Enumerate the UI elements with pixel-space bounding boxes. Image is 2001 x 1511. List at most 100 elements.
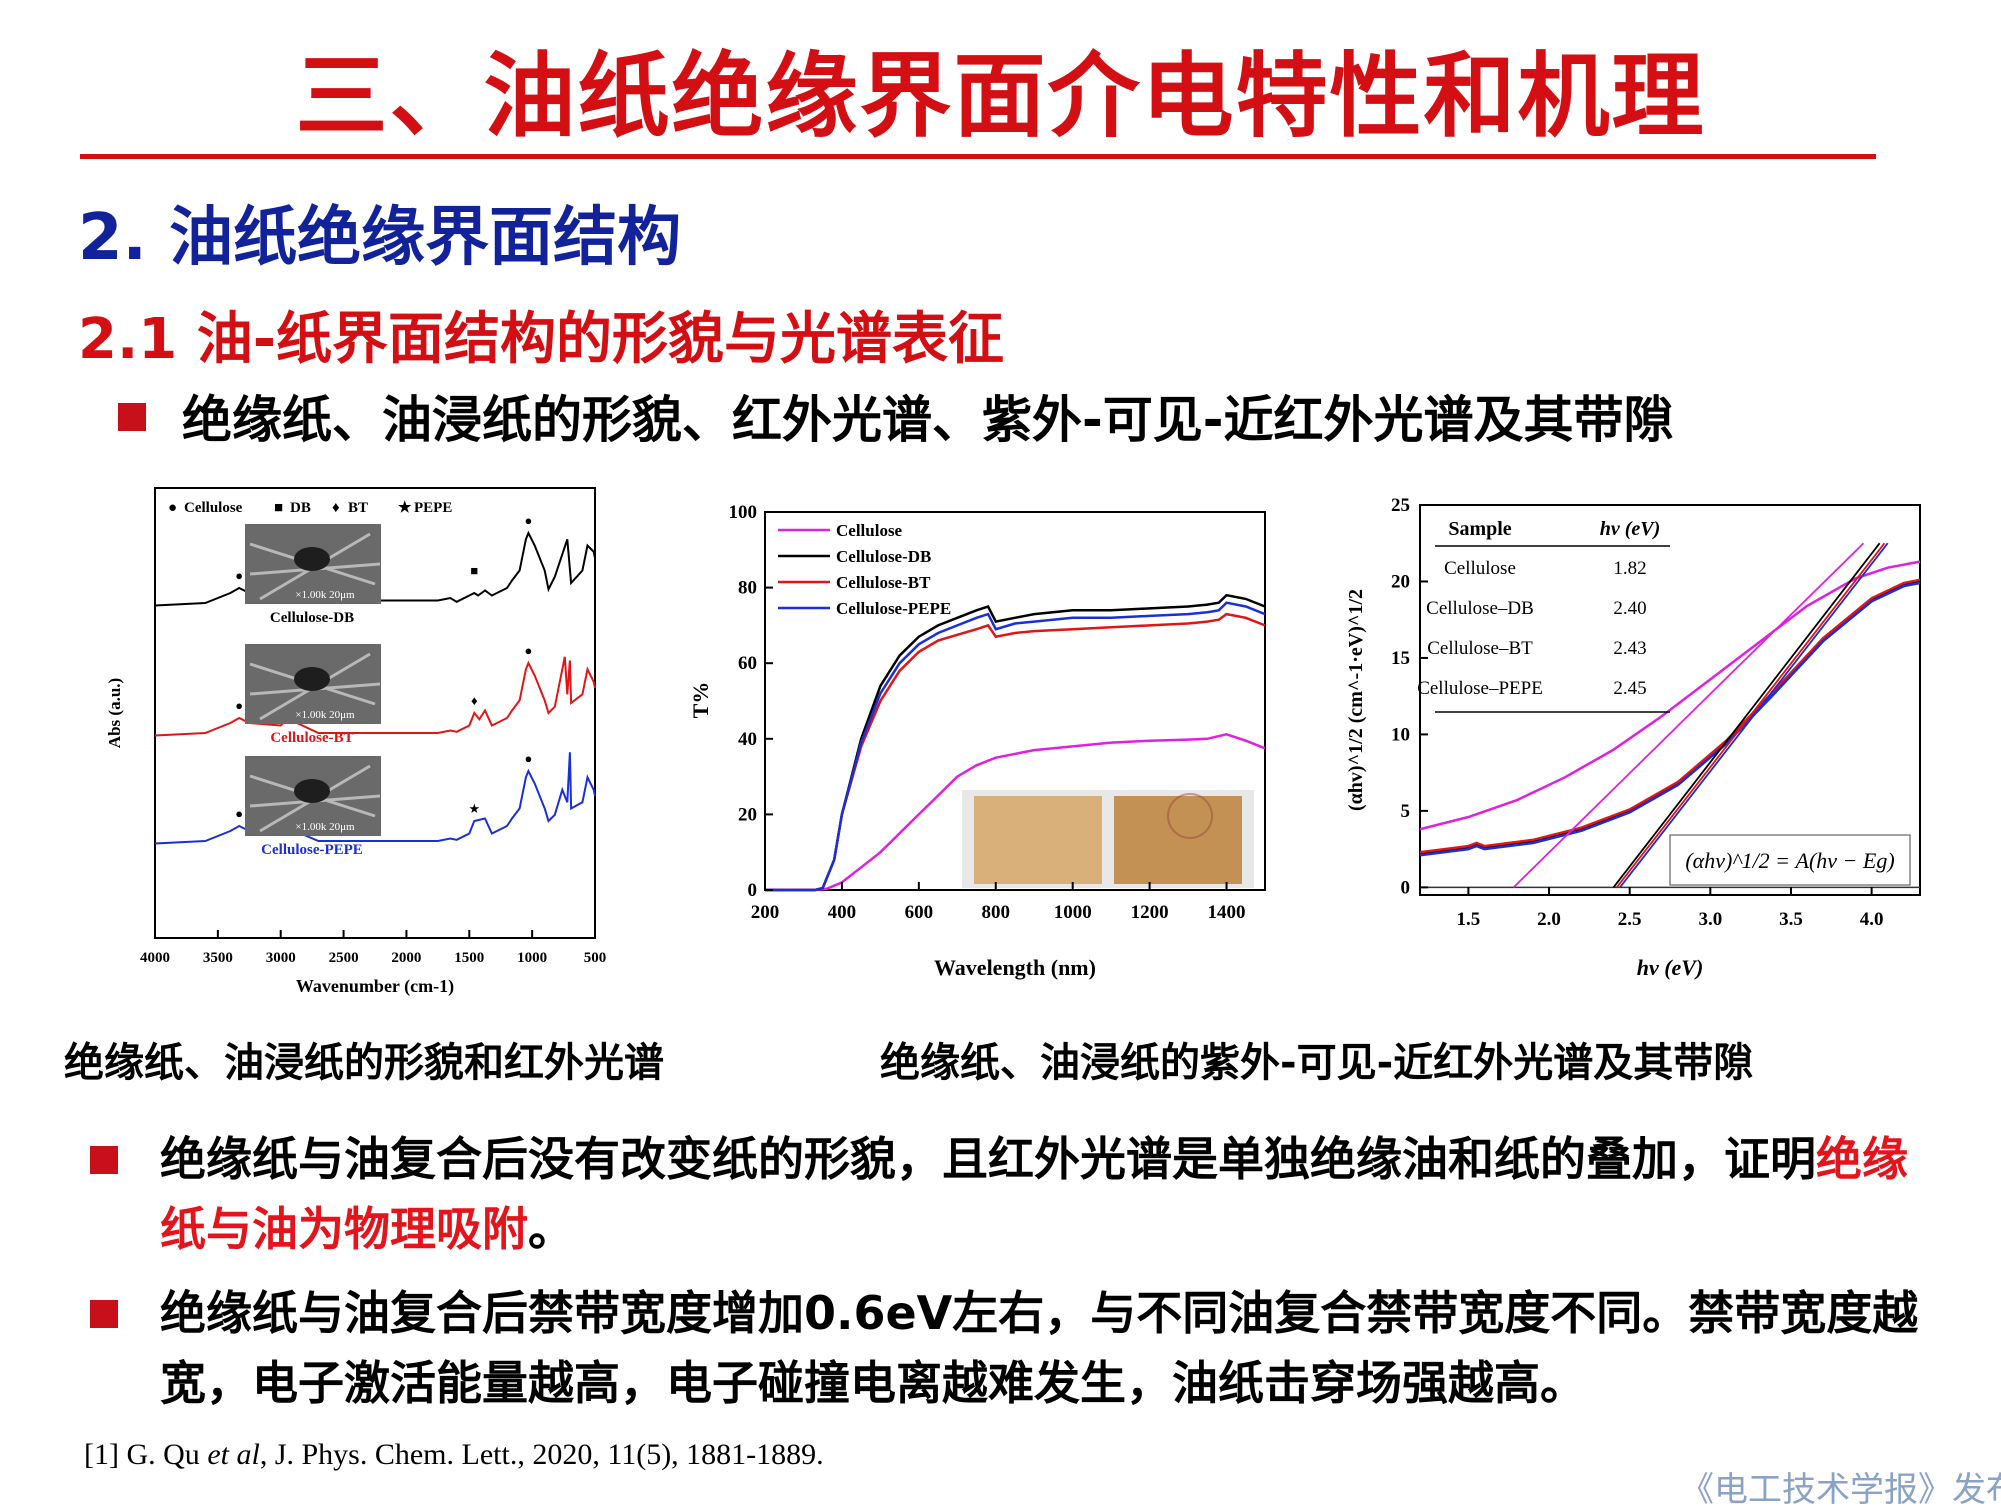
page-title: 三、油纸绝缘界面介电特性和机理: [295, 43, 1706, 150]
sem-scale-label: ×1.00k 20μm: [295, 821, 355, 833]
table-header: Sample: [1448, 518, 1511, 540]
ftir-xtick-label: 2500: [329, 950, 359, 966]
tauc-xtick-label: 2.0: [1537, 909, 1561, 930]
pore-feature: [294, 667, 330, 691]
oil-impregnated-paper-photo: [1114, 796, 1242, 884]
point-1-end: 。: [528, 1202, 574, 1256]
pore-feature: [294, 779, 330, 803]
ftir-peak-marker: ●: [524, 513, 532, 528]
ftir-legend-marker: ♦: [332, 500, 340, 516]
uv-legend-label: Cellulose-BT: [836, 573, 931, 592]
uv-legend-label: Cellulose: [836, 521, 903, 540]
topic-bullet: 绝缘纸、油浸纸的形貌、红外光谱、紫外-可见-近红外光谱及其带隙: [118, 380, 1674, 452]
tauc-xtick-label: 1.5: [1457, 909, 1481, 930]
reference-rest: , J. Phys. Chem. Lett., 2020, 11(5), 188…: [259, 1438, 824, 1471]
table-cell-value: 2.45: [1613, 678, 1646, 699]
ftir-xtick-label: 3000: [266, 950, 296, 966]
tauc-equation-box: [1669, 834, 1911, 886]
uv-ytick-label: 20: [738, 804, 757, 825]
pore-feature: [294, 547, 330, 571]
point-2-text: 绝缘纸与油复合后禁带宽度增加0.6eV左右，与不同油复合禁带宽度不同。禁带宽度越…: [160, 1286, 1919, 1410]
ftir-series-annotation: Cellulose-DB: [270, 610, 354, 626]
reference-prefix: [1] G. Qu: [84, 1438, 208, 1471]
uv-xtick-label: 200: [751, 902, 780, 923]
point-1-highlight: 绝缘纸与油为物理吸附: [160, 1132, 1908, 1256]
ftir-legend-label: DB: [290, 500, 311, 516]
uv-xtick-label: 1200: [1131, 902, 1169, 923]
uv-series-1: [765, 733, 1266, 892]
uv-xtick-label: 800: [982, 902, 1011, 923]
tauc-equation: (αhv)^1/2 = A(hv − Eg): [1685, 848, 1894, 873]
sem-scale-label: ×1.00k 20μm: [295, 589, 355, 601]
bullet-square-icon: [118, 403, 146, 431]
caption-left: 绝缘纸、油浸纸的形貌和红外光谱: [64, 1040, 664, 1086]
tauc-xtick-label: 2.5: [1618, 909, 1642, 930]
caption-right: 绝缘纸、油浸纸的紫外-可见-近红外光谱及其带隙: [880, 1040, 1754, 1086]
topic-bullet-text: 绝缘纸、油浸纸的形貌、红外光谱、紫外-可见-近红外光谱及其带隙: [182, 391, 1674, 449]
insulating-paper-photo: [974, 796, 1102, 884]
table-cell-sample: Cellulose–BT: [1427, 638, 1533, 659]
uv-xtick-label: 1000: [1054, 902, 1092, 923]
tauc-tangent-line: [1612, 542, 1881, 888]
paper-sample-photos: [962, 790, 1254, 888]
uv-legend-label: Cellulose-PEPE: [836, 599, 951, 618]
uv-ytick-label: 100: [729, 502, 758, 523]
sem-scale-label: ×1.00k 20μm: [295, 709, 355, 721]
uv-series-4: [765, 601, 1266, 892]
subsection-heading: 2.1 油-纸界面结构的形貌与光谱表征: [78, 307, 1004, 372]
ftir-xtick-label: 1000: [517, 950, 547, 966]
tauc-series-3: [1419, 578, 1921, 854]
table-cell-value: 2.43: [1613, 638, 1646, 659]
tauc-ytick-label: 25: [1391, 495, 1410, 516]
table-header: hv (eV): [1600, 518, 1661, 540]
ftir-legend-marker: ★: [398, 500, 412, 516]
table-cell-sample: Cellulose–PEPE: [1417, 678, 1543, 699]
ftir-xtick-label: 4000: [140, 950, 170, 966]
tauc-xtick-label: 3.0: [1698, 909, 1722, 930]
table-cell-value: 2.40: [1613, 598, 1646, 619]
ftir-peak-marker: ●: [235, 806, 243, 821]
bullet-square-icon: [90, 1146, 118, 1174]
conclusion-point-1: 绝缘纸与油复合后没有改变纸的形貌，且红外光谱是单独绝缘油和纸的叠加，证明绝缘纸与…: [90, 1124, 1920, 1264]
ftir-legend-marker: ●: [168, 500, 177, 516]
uv-chart: Cellulose Cellulose-DB Cellulose-BT Cellulo…: [690, 502, 1266, 980]
title-divider: [80, 154, 1876, 159]
tauc-tangent-line: [1616, 542, 1886, 888]
uv-xtick-label: 1400: [1208, 902, 1246, 923]
tauc-xtick-label: 3.5: [1779, 909, 1803, 930]
uv-ytick-label: 80: [738, 578, 757, 599]
point-1-text: 绝缘纸与油复合后没有改变纸的形貌，且红外光谱是单独绝缘油和纸的叠加，证明: [160, 1132, 1816, 1186]
ftir-peak-marker: ●: [235, 568, 243, 583]
ftir-peak-marker: ●: [524, 643, 532, 658]
uv-ytick-label: 0: [748, 880, 758, 901]
tauc-xtick-label: 4.0: [1860, 909, 1884, 930]
tauc-ytick-label: 5: [1401, 801, 1411, 822]
uv-xlabel: Wavelength (nm): [934, 955, 1096, 980]
uv-plot-frame: [764, 511, 1266, 891]
tauc-ylabel: (αhv)^1/2 (cm^-1·eV)^1/2: [1345, 589, 1367, 811]
ftir-peak-marker: ■: [470, 563, 478, 578]
table-cell-value: 1.82: [1613, 558, 1646, 579]
uv-ylabel: T%: [690, 682, 713, 719]
ftir-xtick-label: 3500: [203, 950, 233, 966]
seal-stamp-icon: [1167, 793, 1213, 839]
ftir-series-annotation: Cellulose-PEPE: [261, 842, 363, 858]
ftir-legend-label: BT: [348, 500, 368, 516]
uv-xtick-label: 400: [828, 902, 857, 923]
tauc-chart: Sample hv (eV) Cellulose 1.82 Cellulose–DB 2.…: [1345, 495, 1921, 980]
ftir-xlabel: Wavenumber (cm-1): [296, 976, 454, 997]
tauc-plot-frame: [1419, 504, 1921, 896]
tauc-xlabel: hv (eV): [1637, 955, 1704, 980]
uv-xtick-label: 600: [905, 902, 934, 923]
ftir-plot-frame: [154, 487, 596, 939]
ftir-series-annotation: Cellulose-BT: [270, 730, 353, 746]
ftir-ylabel: Abs (a.u.): [105, 678, 124, 748]
table-cell-sample: Cellulose–DB: [1426, 598, 1534, 619]
publisher-watermark: 《电工技术学报》发布: [1680, 1470, 2001, 1510]
tauc-ytick-label: 10: [1391, 724, 1410, 745]
ftir-xtick-label: 500: [584, 950, 607, 966]
ftir-xtick-label: 2000: [391, 950, 421, 966]
ftir-legend-label: Cellulose: [184, 500, 243, 516]
reference: [1] G. Qu et al, J. Phys. Chem. Lett., 2…: [84, 1438, 824, 1472]
tauc-ytick-label: 0: [1401, 877, 1411, 898]
